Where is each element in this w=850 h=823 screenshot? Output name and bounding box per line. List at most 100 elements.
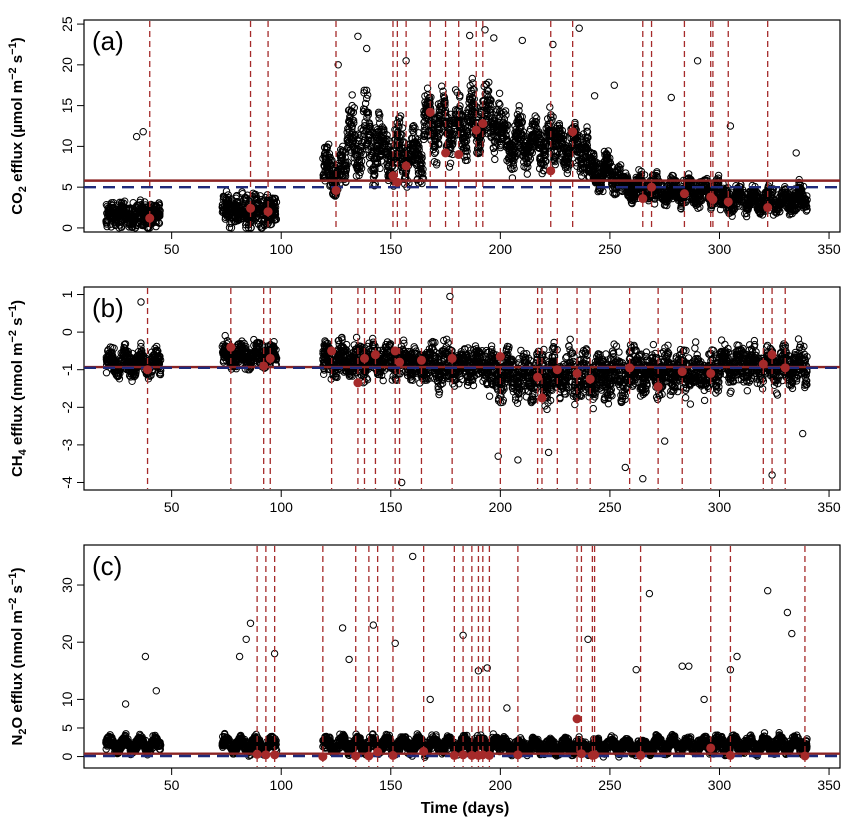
data-point [452, 106, 460, 114]
data-point [258, 224, 266, 232]
data-point [122, 213, 131, 221]
data-point [421, 92, 429, 100]
data-point [343, 144, 351, 153]
data-point [256, 192, 264, 200]
data-point [518, 36, 526, 45]
data-point [109, 204, 117, 212]
data-point [363, 138, 372, 147]
data-point [218, 208, 227, 216]
data-point [367, 166, 375, 175]
data-point [490, 34, 498, 42]
data-point [383, 135, 391, 143]
y-tick-label: 10 [59, 138, 75, 154]
data-point [367, 151, 375, 160]
data-point [127, 212, 135, 220]
data-point [319, 154, 327, 163]
x-tick-label: 300 [708, 241, 732, 257]
data-point [377, 136, 386, 144]
data-point [218, 203, 226, 211]
data-point [363, 44, 371, 53]
x-tick-label: 150 [379, 241, 403, 257]
data-point [111, 221, 120, 230]
data-point [423, 84, 432, 92]
event-point [546, 166, 556, 176]
event-point [638, 194, 648, 204]
data-point [125, 213, 134, 222]
data-point [439, 105, 447, 114]
x-tick-label: 100 [270, 241, 294, 257]
data-point [344, 106, 353, 115]
data-point [270, 199, 279, 207]
event-point [568, 127, 578, 137]
data-point [378, 150, 386, 158]
data-point [155, 199, 163, 207]
data-point [350, 144, 359, 153]
data-point [491, 155, 499, 164]
data-point [432, 161, 441, 169]
data-point [123, 218, 132, 227]
data-point [119, 202, 127, 210]
data-point [333, 170, 341, 178]
data-point [320, 162, 328, 170]
data-point [429, 145, 438, 154]
data-point [365, 119, 373, 127]
data-point [112, 221, 120, 229]
data-point [439, 87, 447, 95]
event-point [401, 161, 411, 171]
data-point [461, 156, 470, 165]
data-point [424, 99, 432, 108]
data-point [392, 144, 400, 153]
event-point [647, 182, 657, 192]
data-point [391, 143, 399, 152]
data-point [271, 211, 279, 219]
data-point [231, 217, 240, 226]
data-point [445, 163, 454, 171]
data-point [102, 369, 111, 377]
plot-frame [83, 286, 841, 491]
data-point [425, 126, 434, 135]
data-point [431, 148, 440, 156]
data-point [563, 169, 571, 178]
event-point [763, 203, 773, 213]
data-point [366, 130, 374, 139]
panel-b-ch4-efflux: 50 100 150 200 250 300 350-4-3-2-101 (b)CH4 eff… [7, 286, 841, 515]
data-points [102, 24, 811, 232]
x-axis: 50 100 150 200 250 300 350 [164, 232, 841, 257]
data-point [434, 100, 443, 108]
data-point [362, 140, 370, 149]
data-point [575, 24, 583, 32]
data-point [431, 138, 439, 146]
data-point [357, 164, 366, 173]
data-point [364, 130, 372, 139]
data-point [343, 161, 351, 169]
data-point [345, 116, 353, 125]
data-point [376, 119, 384, 127]
data-point [250, 194, 258, 203]
y-axis-title: CO2 efflux (µmol m−2 s−1) [7, 37, 29, 214]
data-point [126, 218, 135, 226]
data-point [464, 127, 472, 135]
data-point [456, 93, 464, 101]
data-point [155, 218, 163, 227]
data-point [408, 126, 416, 134]
data-point [352, 333, 361, 342]
data-point [128, 220, 137, 228]
data-point [322, 160, 331, 168]
data-point [395, 132, 403, 141]
data-point [139, 208, 147, 217]
data-point [352, 146, 360, 155]
event-point [679, 189, 689, 199]
data-point [610, 81, 618, 89]
data-point [341, 168, 350, 177]
data-point [359, 107, 368, 116]
data-point [254, 199, 262, 207]
data-point [468, 74, 476, 83]
y-tick-label: 20 [59, 57, 75, 73]
data-point [257, 222, 265, 230]
data-point [232, 194, 240, 202]
data-point [430, 149, 439, 158]
data-point [351, 132, 360, 140]
data-point [238, 188, 246, 196]
